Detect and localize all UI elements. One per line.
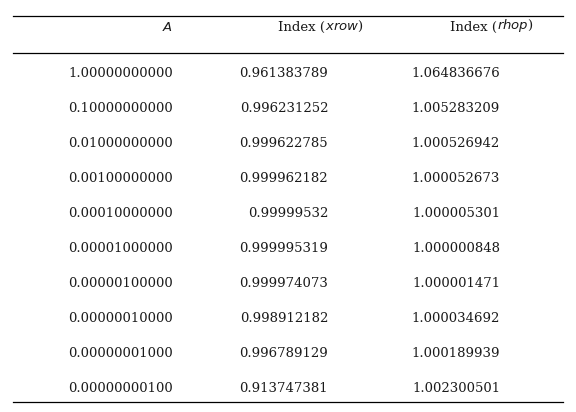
Text: Index (​: Index (​ — [450, 21, 497, 34]
Text: 0.00100000000: 0.00100000000 — [69, 171, 173, 185]
Text: 1.000005301: 1.000005301 — [412, 206, 500, 220]
Text: 1.000001471: 1.000001471 — [412, 276, 500, 290]
Text: 0.10000000000: 0.10000000000 — [69, 101, 173, 115]
Text: 1.000034692: 1.000034692 — [412, 311, 500, 325]
Text: 0.99999532: 0.99999532 — [248, 206, 328, 220]
Text: $\mathit{A}$: $\mathit{A}$ — [162, 21, 173, 34]
Text: 0.961383789: 0.961383789 — [240, 66, 328, 80]
Text: 0.999962182: 0.999962182 — [240, 171, 328, 185]
Text: 0.999995319: 0.999995319 — [239, 241, 328, 255]
Text: 0.01000000000: 0.01000000000 — [69, 136, 173, 150]
Text: 1.000052673: 1.000052673 — [412, 171, 500, 185]
Text: 1.00000000000: 1.00000000000 — [69, 66, 173, 80]
Text: 1.002300501: 1.002300501 — [412, 382, 500, 395]
Text: 0.999974073: 0.999974073 — [239, 276, 328, 290]
Text: 0.00000000100: 0.00000000100 — [69, 382, 173, 395]
Text: $\mathit{rhop}$): $\mathit{rhop}$) — [497, 17, 534, 34]
Text: 1.000189939: 1.000189939 — [412, 346, 500, 360]
Text: 1.000526942: 1.000526942 — [412, 136, 500, 150]
Text: 0.00010000000: 0.00010000000 — [69, 206, 173, 220]
Text: 0.996231252: 0.996231252 — [240, 101, 328, 115]
Text: 0.998912182: 0.998912182 — [240, 311, 328, 325]
Text: 0.00000010000: 0.00000010000 — [69, 311, 173, 325]
Text: 1.005283209: 1.005283209 — [412, 101, 500, 115]
Text: 0.00001000000: 0.00001000000 — [69, 241, 173, 255]
Text: 0.00000100000: 0.00000100000 — [69, 276, 173, 290]
Text: 0.00000001000: 0.00000001000 — [69, 346, 173, 360]
Text: 0.996789129: 0.996789129 — [240, 346, 328, 360]
Text: 1.064836676: 1.064836676 — [411, 66, 500, 80]
Text: 1.000000848: 1.000000848 — [412, 241, 500, 255]
Text: 0.999622785: 0.999622785 — [240, 136, 328, 150]
Text: 0.913747381: 0.913747381 — [240, 382, 328, 395]
Text: $\mathit{xrow}$): $\mathit{xrow}$) — [325, 19, 364, 34]
Text: Index (​: Index (​ — [278, 21, 325, 34]
